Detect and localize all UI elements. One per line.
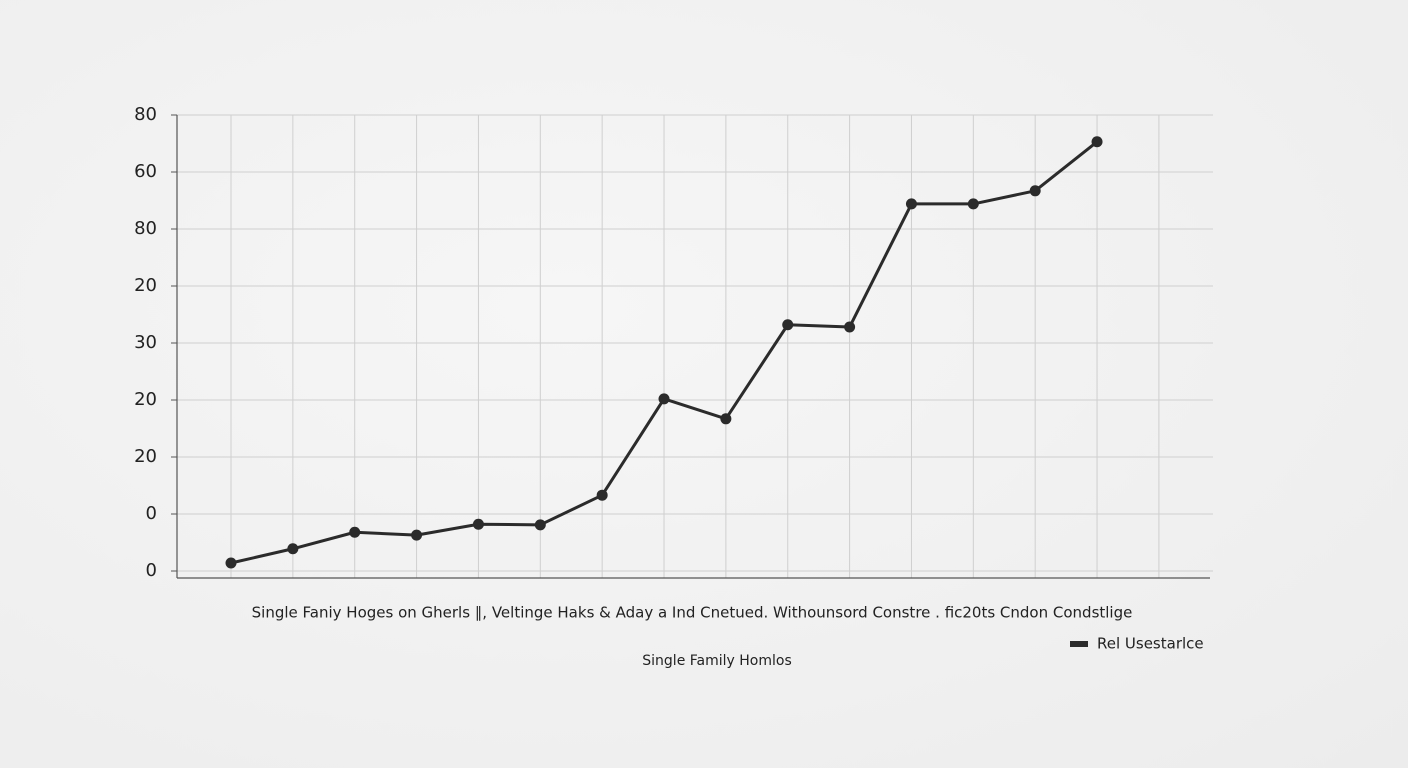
y-tick-label: 80 xyxy=(134,218,157,239)
point xyxy=(905,198,917,210)
point xyxy=(472,518,484,530)
point xyxy=(534,519,546,531)
legend-swatch xyxy=(1070,641,1088,647)
point xyxy=(225,557,237,569)
y-tick-label: 80 xyxy=(134,104,157,125)
point xyxy=(596,489,608,501)
point xyxy=(782,319,794,331)
point xyxy=(844,321,856,333)
point xyxy=(720,413,732,425)
point xyxy=(1029,185,1041,197)
y-tick-label: 20 xyxy=(134,389,157,410)
point xyxy=(287,543,299,555)
subtitle: Single Family Homlos xyxy=(642,653,791,669)
point xyxy=(349,526,361,538)
point xyxy=(1091,136,1103,148)
point xyxy=(658,393,670,405)
legend-label: Rel Usestarlce xyxy=(1097,635,1204,653)
y-tick-label: 20 xyxy=(134,275,157,296)
point xyxy=(967,198,979,210)
y-tick-label: 30 xyxy=(134,332,157,353)
y-tick-label: 0 xyxy=(146,560,157,581)
y-tick-label: 0 xyxy=(146,503,157,524)
y-tick-label: 60 xyxy=(134,161,157,182)
x-axis-label: Single Faniy Hoges on Gherls ∥, Veltinge… xyxy=(252,604,1133,622)
point xyxy=(411,529,423,541)
y-tick-label: 20 xyxy=(134,446,157,467)
